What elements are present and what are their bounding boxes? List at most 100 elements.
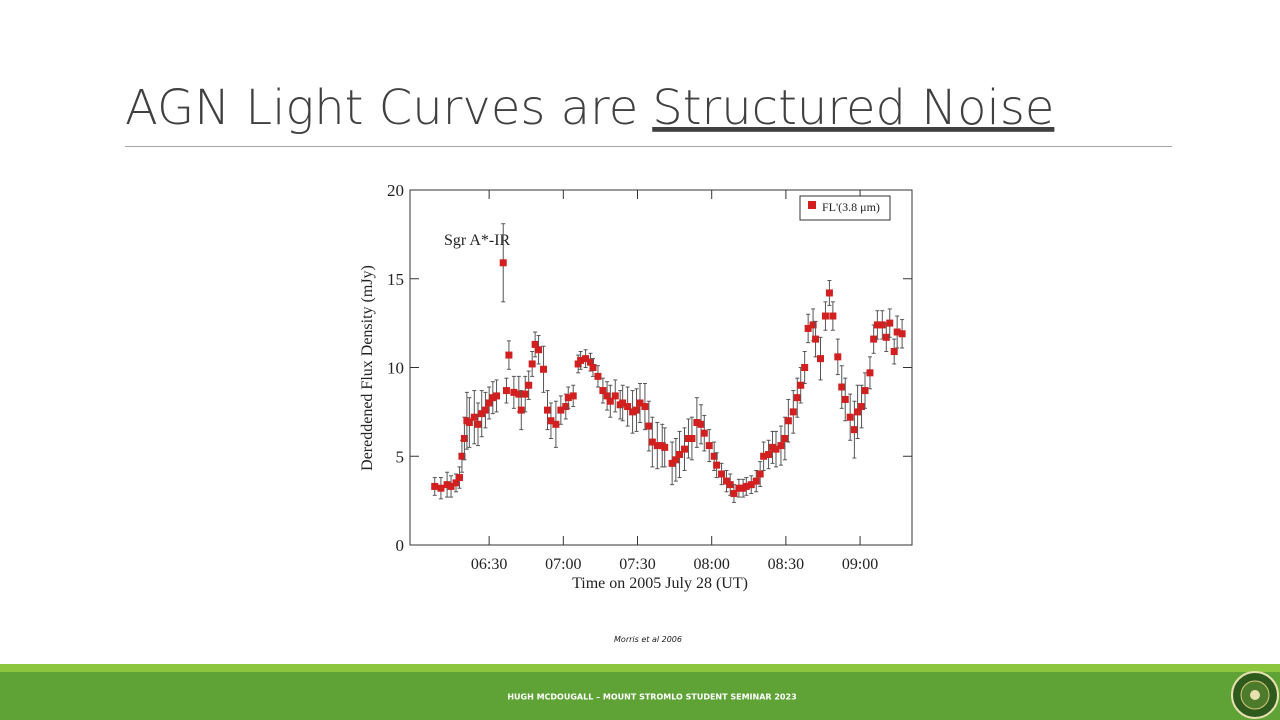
point [574,360,582,368]
point [890,348,898,356]
point [878,321,886,329]
point [564,394,572,402]
point [452,479,460,487]
x-tick-label: 08:30 [768,556,804,573]
legend-label: FL'(3.8 μm) [822,200,880,214]
point [850,426,858,434]
point [653,442,661,450]
point [688,435,696,442]
point [866,369,874,377]
point [443,481,451,489]
point [489,394,497,402]
point [502,387,510,395]
point [789,408,797,416]
point [756,470,764,478]
point [898,330,906,338]
point [431,482,439,490]
point [713,461,721,469]
point [668,459,676,467]
caption: Morris et al 2006 [614,635,682,644]
point [742,482,750,490]
logo [1231,671,1279,719]
legend-marker [808,201,816,209]
point [697,420,705,428]
point [730,490,738,498]
point [577,356,585,364]
point [531,340,539,348]
point [460,435,468,442]
point [521,390,529,398]
point [829,312,837,320]
x-tick-label: 07:30 [619,556,655,573]
point [515,390,523,398]
point [821,312,829,320]
point [886,319,894,327]
point [718,470,726,478]
point [672,456,680,464]
point [676,450,684,458]
point [594,372,602,380]
point [624,403,632,411]
point [599,387,607,395]
x-tick-label: 06:30 [471,556,507,573]
point [809,321,817,329]
point [661,443,669,451]
point [873,321,881,329]
point [525,381,533,389]
point [603,392,611,400]
point [793,394,801,402]
point [777,442,785,450]
y-tick-label: 0 [396,536,405,555]
point [611,392,619,400]
point [804,324,812,332]
y-tick-label: 10 [387,359,404,378]
point [765,450,773,458]
point [455,474,463,482]
point [882,333,890,341]
point [797,381,805,389]
point [447,482,455,490]
y-tick-label: 20 [387,181,404,200]
point [582,355,590,363]
point [705,442,713,450]
point [648,438,656,446]
point [465,419,473,427]
point [680,445,688,453]
point [781,435,789,442]
title-emphasis: Structured Noise [652,80,1054,136]
point [485,399,493,407]
point [838,383,846,391]
point [645,422,653,430]
point [569,392,577,400]
point [636,399,644,407]
point [562,403,570,411]
point [735,484,743,492]
point [812,335,820,343]
point [587,358,595,366]
x-tick-label: 08:00 [693,556,729,573]
point [858,403,866,411]
point [517,406,525,414]
point [510,388,518,396]
point [493,392,501,400]
y-axis-label: Dereddened Flux Density (mJy) [359,265,376,471]
point [470,413,478,421]
point [619,399,627,407]
point [589,364,597,371]
legend-box [799,195,891,221]
point [478,410,486,418]
point [543,406,551,414]
point [834,353,842,361]
x-tick-label: 09:00 [842,556,878,573]
point [752,477,760,485]
point [499,259,507,267]
point [747,481,755,489]
point [606,397,614,405]
point [825,289,833,297]
y-tick-label: 15 [387,270,404,289]
point [772,445,780,453]
footer-band [0,672,1280,720]
point [552,420,560,428]
